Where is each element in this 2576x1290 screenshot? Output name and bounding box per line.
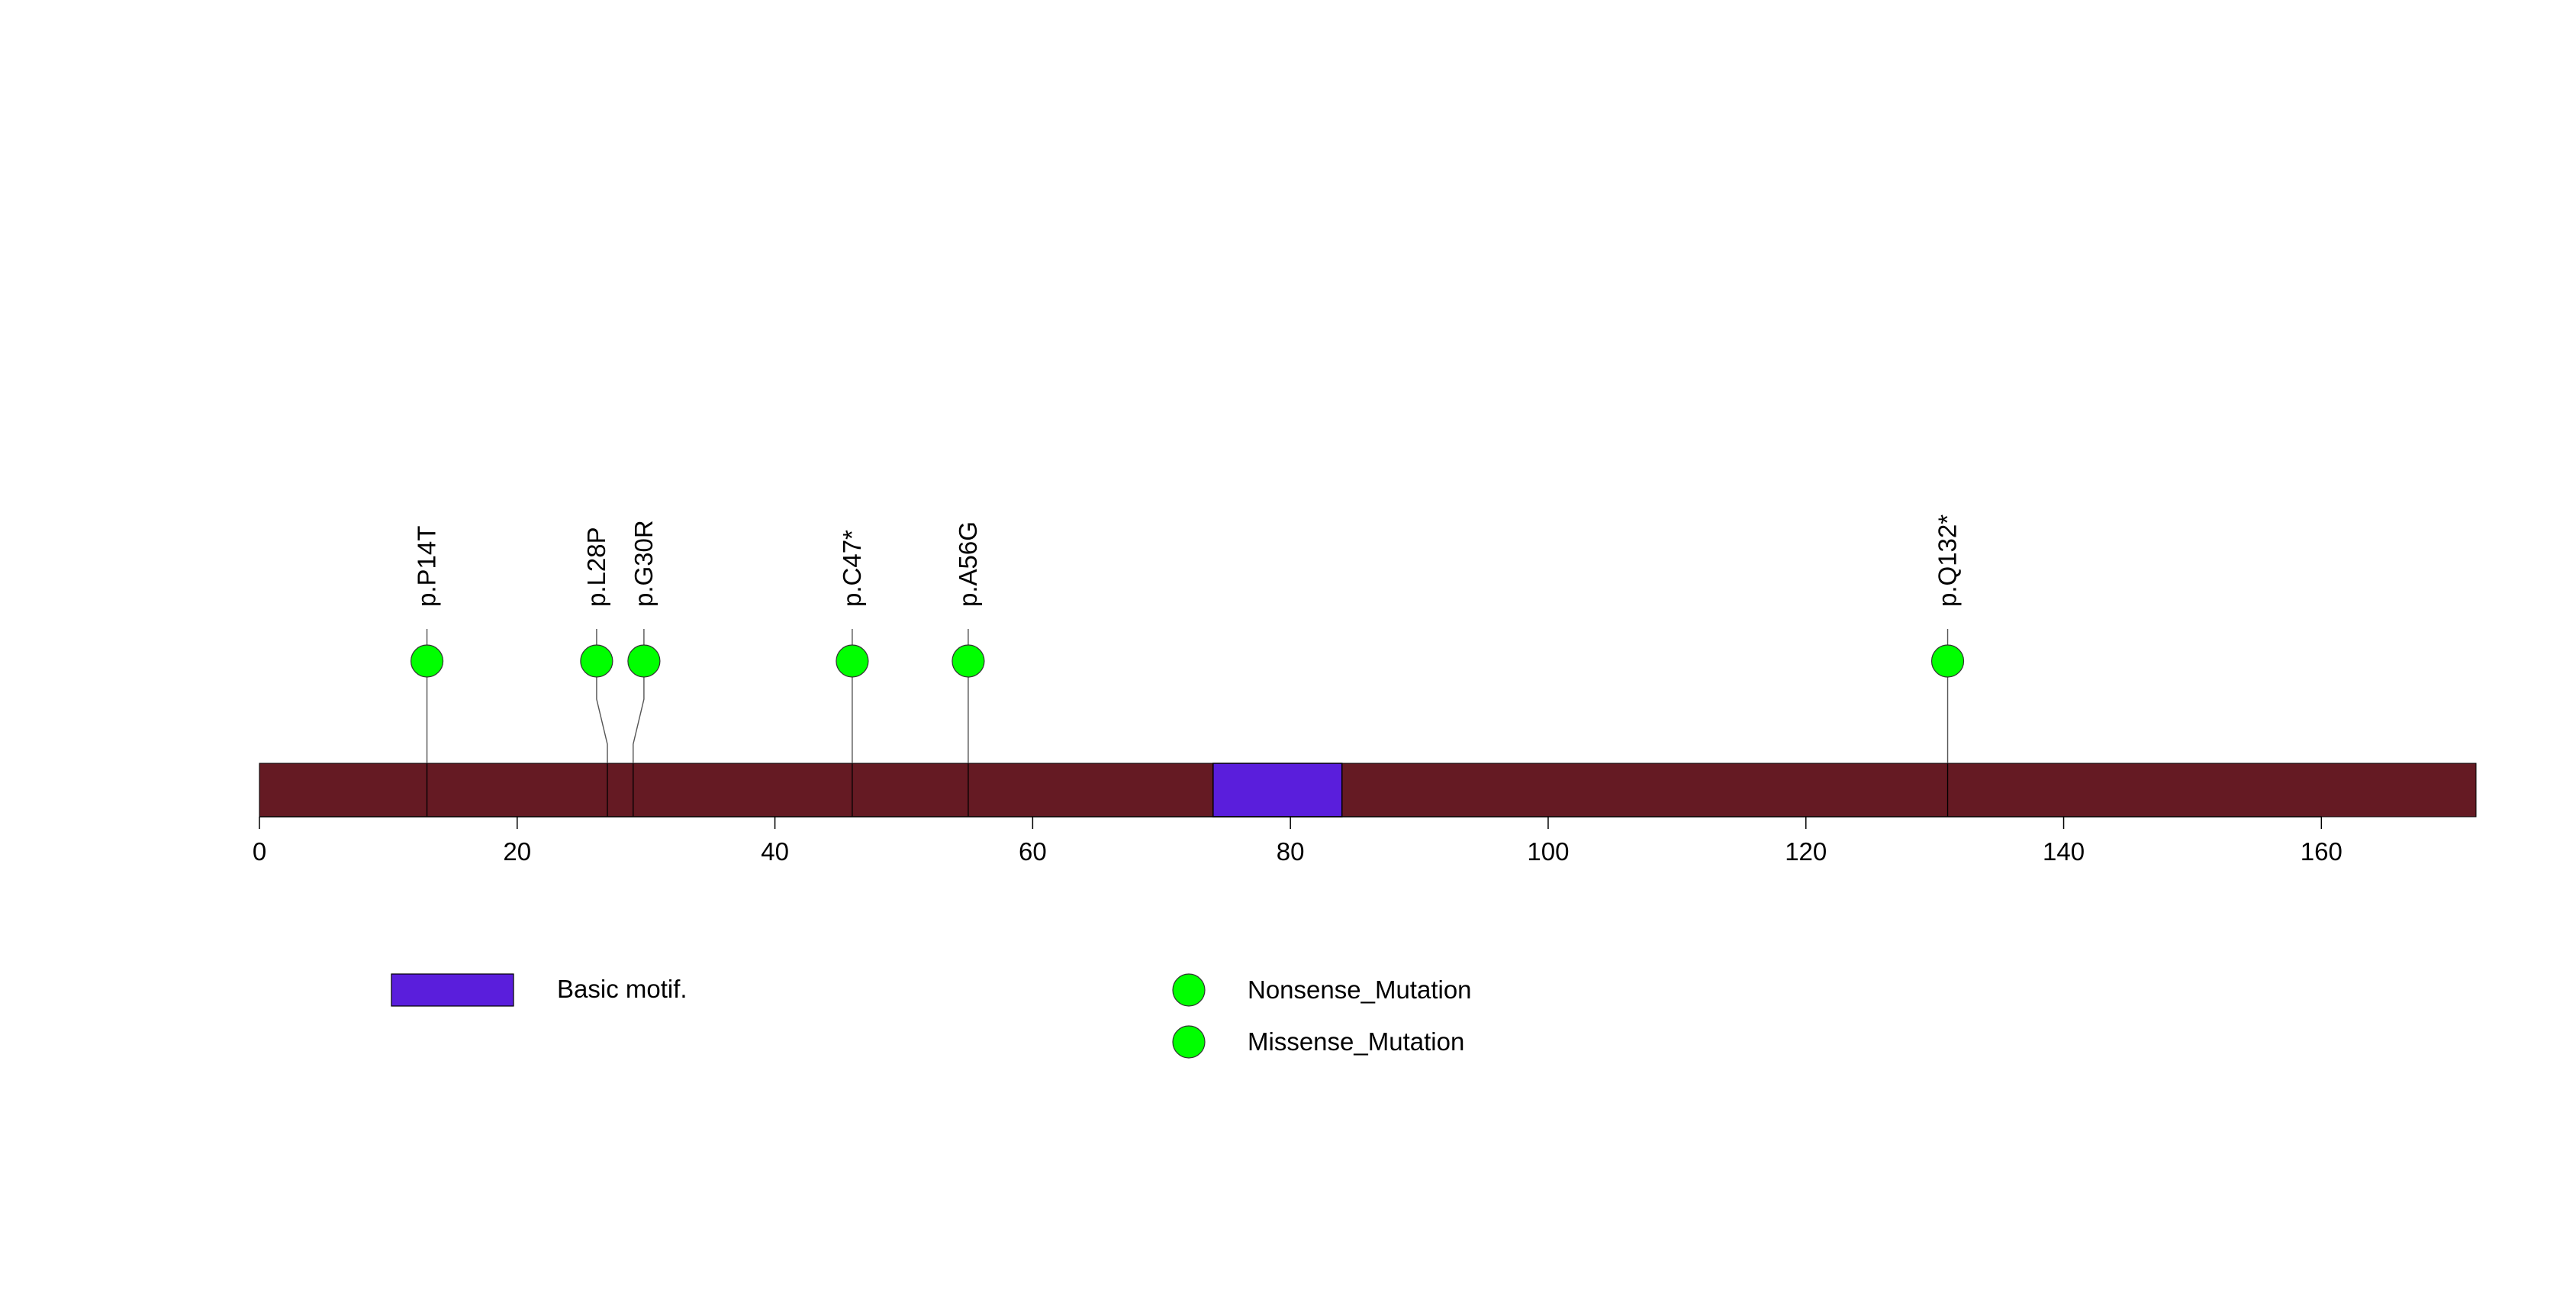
mutation-label: p.C47* <box>838 530 866 607</box>
legend-mutation-marker <box>1172 1025 1206 1059</box>
mutation-label: p.Q132* <box>1934 514 1962 607</box>
mutation-label: p.L28P <box>582 527 610 607</box>
mutation-markers: p.P14T p.L28P p.G30R p.C47* p.A56G p.Q132* <box>410 514 1965 678</box>
legend-domain-swatch <box>391 973 514 1007</box>
x-tick-label: 40 <box>761 837 789 866</box>
mutation-marker <box>836 644 869 678</box>
x-tick-label: 60 <box>1019 837 1047 866</box>
mutation-label: p.A56G <box>954 521 982 607</box>
legend-mutation-label: Missense_Mutation <box>1248 1027 1464 1056</box>
protein-backbone <box>259 763 2477 818</box>
legend-mutation-label: Nonsense_Mutation <box>1248 976 1472 1004</box>
mutation-label: p.G30R <box>630 520 658 607</box>
domain-basic-motif <box>1212 763 1343 818</box>
mutation-stems <box>426 629 1949 817</box>
x-tick-label: 0 <box>253 837 266 866</box>
x-tick-label: 160 <box>2301 837 2343 866</box>
legend-domain-label: Basic motif. <box>557 975 687 1003</box>
legend-mutation-marker <box>1172 973 1206 1007</box>
mutation-marker <box>410 644 444 678</box>
mutation-label: p.P14T <box>413 526 441 607</box>
x-tick-label: 140 <box>2043 837 2085 866</box>
mutation-marker <box>952 644 985 678</box>
mutation-stem <box>596 661 608 763</box>
x-tick-label: 120 <box>1785 837 1827 866</box>
mutation-marker <box>627 644 661 678</box>
protein-backbone-layer <box>259 763 2477 818</box>
mutation-marker <box>580 644 613 678</box>
x-tick-label: 100 <box>1527 837 1569 866</box>
mutation-marker <box>1930 644 1965 678</box>
x-axis: 0 20 40 60 80 100 120 140 160 <box>253 816 2343 866</box>
x-tick-label: 20 <box>503 837 531 866</box>
legend: Basic motif. Nonsense_Mutation Missense_Mu… <box>391 973 1472 1059</box>
mutation-stem <box>633 661 645 763</box>
x-tick-label: 80 <box>1277 837 1305 866</box>
